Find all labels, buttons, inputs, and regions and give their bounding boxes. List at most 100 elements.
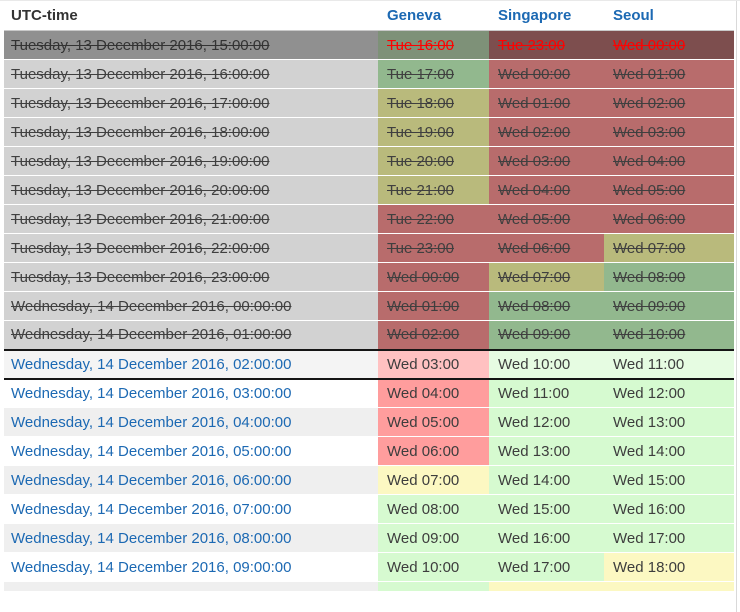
utc-time-cell[interactable]: Wednesday, 14 December 2016, 02:00:00 <box>4 348 378 380</box>
time-cell-geneva: Wed 10:00 <box>378 552 489 582</box>
time-cell-seoul <box>604 581 734 591</box>
time-cell-seoul: Wed 11:00 <box>604 348 734 380</box>
utc-time-cell[interactable]: Wednesday, 14 December 2016, 04:00:00 <box>4 407 378 437</box>
table-row: Wednesday, 14 December 2016, 08:00:00 Wed… <box>4 523 734 553</box>
time-cell-seoul: Wed 00:00 <box>604 30 734 60</box>
utc-time-cell <box>4 581 378 591</box>
table-row: Wednesday, 14 December 2016, 03:00:00 Wed… <box>4 378 734 408</box>
utc-time-cell: Tuesday, 13 December 2016, 23:00:00 <box>4 262 378 292</box>
header-row: UTC-time Geneva Singapore Seoul <box>4 1 734 31</box>
time-cell-singapore: Wed 11:00 <box>489 378 604 408</box>
utc-time-cell[interactable]: Wednesday, 14 December 2016, 06:00:00 <box>4 465 378 495</box>
time-cell-seoul: Wed 01:00 <box>604 59 734 89</box>
time-cell-geneva: Tue 20:00 <box>378 146 489 176</box>
time-cell-singapore: Tue 23:00 <box>489 30 604 60</box>
time-cell-singapore: Wed 04:00 <box>489 175 604 205</box>
time-cell-seoul: Wed 10:00 <box>604 320 734 350</box>
time-cell-geneva: Tue 16:00 <box>378 30 489 60</box>
time-cell-geneva: Tue 21:00 <box>378 175 489 205</box>
table-row: Tuesday, 13 December 2016, 16:00:00 Tue 1… <box>4 59 734 89</box>
utc-time-cell: Tuesday, 13 December 2016, 19:00:00 <box>4 146 378 176</box>
utc-time-cell[interactable]: Wednesday, 14 December 2016, 03:00:00 <box>4 378 378 408</box>
time-cell-singapore: Wed 02:00 <box>489 117 604 147</box>
table-row: Tuesday, 13 December 2016, 18:00:00 Tue 1… <box>4 117 734 147</box>
time-cell-geneva: Wed 04:00 <box>378 378 489 408</box>
time-cell-singapore: Wed 00:00 <box>489 59 604 89</box>
time-cell-seoul: Wed 08:00 <box>604 262 734 292</box>
time-cell-seoul: Wed 13:00 <box>604 407 734 437</box>
time-cell-seoul: Wed 17:00 <box>604 523 734 553</box>
table-row: Tuesday, 13 December 2016, 23:00:00 Wed 0… <box>4 262 734 292</box>
time-cell-geneva: Wed 05:00 <box>378 407 489 437</box>
timezone-table: UTC-time Geneva Singapore Seoul Tuesday,… <box>4 1 734 591</box>
utc-time-cell: Tuesday, 13 December 2016, 16:00:00 <box>4 59 378 89</box>
time-cell-singapore: Wed 09:00 <box>489 320 604 350</box>
time-cell-singapore: Wed 13:00 <box>489 436 604 466</box>
time-cell-singapore <box>489 581 604 591</box>
time-cell-singapore: Wed 15:00 <box>489 494 604 524</box>
time-cell-seoul: Wed 16:00 <box>604 494 734 524</box>
table-row: Tuesday, 13 December 2016, 22:00:00 Tue 2… <box>4 233 734 263</box>
time-cell-seoul: Wed 18:00 <box>604 552 734 582</box>
time-cell-geneva: Wed 08:00 <box>378 494 489 524</box>
time-cell-singapore: Wed 17:00 <box>489 552 604 582</box>
time-cell-singapore: Wed 14:00 <box>489 465 604 495</box>
column-header-utc-time: UTC-time <box>4 1 378 31</box>
time-cell-geneva: Tue 23:00 <box>378 233 489 263</box>
table-row: Tuesday, 13 December 2016, 15:00:00 Tue 1… <box>4 30 734 60</box>
time-cell-geneva: Wed 06:00 <box>378 436 489 466</box>
table-row: Wednesday, 14 December 2016, 05:00:00 Wed… <box>4 436 734 466</box>
time-cell-singapore: Wed 08:00 <box>489 291 604 321</box>
time-cell-geneva: Wed 03:00 <box>378 348 489 380</box>
table-row: Wednesday, 14 December 2016, 02:00:00 Wed… <box>4 348 734 380</box>
time-cell-singapore: Wed 16:00 <box>489 523 604 553</box>
time-cell-seoul: Wed 12:00 <box>604 378 734 408</box>
time-cell-seoul: Wed 06:00 <box>604 204 734 234</box>
utc-time-cell: Tuesday, 13 December 2016, 15:00:00 <box>4 30 378 60</box>
table-row: Wednesday, 14 December 2016, 09:00:00 Wed… <box>4 552 734 582</box>
column-header-singapore[interactable]: Singapore <box>489 1 604 31</box>
table-row: Wednesday, 14 December 2016, 01:00:00 Wed… <box>4 320 734 350</box>
time-cell-geneva: Wed 00:00 <box>378 262 489 292</box>
time-cell-geneva: Tue 22:00 <box>378 204 489 234</box>
time-cell-seoul: Wed 09:00 <box>604 291 734 321</box>
utc-time-cell[interactable]: Wednesday, 14 December 2016, 08:00:00 <box>4 523 378 553</box>
time-cell-geneva: Tue 19:00 <box>378 117 489 147</box>
time-cell-seoul: Wed 05:00 <box>604 175 734 205</box>
table-row <box>4 581 734 591</box>
time-cell-singapore: Wed 01:00 <box>489 88 604 118</box>
utc-time-cell[interactable]: Wednesday, 14 December 2016, 07:00:00 <box>4 494 378 524</box>
time-cell-geneva: Wed 02:00 <box>378 320 489 350</box>
column-header-geneva[interactable]: Geneva <box>378 1 489 31</box>
utc-time-cell: Wednesday, 14 December 2016, 00:00:00 <box>4 291 378 321</box>
table-row: Wednesday, 14 December 2016, 06:00:00 Wed… <box>4 465 734 495</box>
column-header-seoul[interactable]: Seoul <box>604 1 734 31</box>
table-row: Tuesday, 13 December 2016, 21:00:00 Tue 2… <box>4 204 734 234</box>
time-cell-seoul: Wed 02:00 <box>604 88 734 118</box>
time-cell-seoul: Wed 15:00 <box>604 465 734 495</box>
table-header: UTC-time Geneva Singapore Seoul <box>4 1 734 31</box>
utc-time-cell: Wednesday, 14 December 2016, 01:00:00 <box>4 320 378 350</box>
time-cell-geneva: Wed 09:00 <box>378 523 489 553</box>
time-cell-geneva: Wed 07:00 <box>378 465 489 495</box>
utc-time-cell[interactable]: Wednesday, 14 December 2016, 05:00:00 <box>4 436 378 466</box>
time-cell-geneva: Tue 18:00 <box>378 88 489 118</box>
time-cell-singapore: Wed 10:00 <box>489 348 604 380</box>
time-cell-geneva: Wed 01:00 <box>378 291 489 321</box>
table-row: Wednesday, 14 December 2016, 04:00:00 Wed… <box>4 407 734 437</box>
table-body: Tuesday, 13 December 2016, 15:00:00 Tue 1… <box>4 30 734 591</box>
utc-time-cell[interactable]: Wednesday, 14 December 2016, 09:00:00 <box>4 552 378 582</box>
time-cell-geneva <box>378 581 489 591</box>
time-cell-seoul: Wed 04:00 <box>604 146 734 176</box>
table-row: Wednesday, 14 December 2016, 00:00:00 Wed… <box>4 291 734 321</box>
time-cell-singapore: Wed 03:00 <box>489 146 604 176</box>
utc-time-cell: Tuesday, 13 December 2016, 20:00:00 <box>4 175 378 205</box>
table-row: Tuesday, 13 December 2016, 17:00:00 Tue 1… <box>4 88 734 118</box>
table-row: Tuesday, 13 December 2016, 20:00:00 Tue 2… <box>4 175 734 205</box>
time-cell-singapore: Wed 12:00 <box>489 407 604 437</box>
time-cell-geneva: Tue 17:00 <box>378 59 489 89</box>
time-cell-seoul: Wed 14:00 <box>604 436 734 466</box>
utc-time-cell: Tuesday, 13 December 2016, 22:00:00 <box>4 233 378 263</box>
table-row: Wednesday, 14 December 2016, 07:00:00 Wed… <box>4 494 734 524</box>
